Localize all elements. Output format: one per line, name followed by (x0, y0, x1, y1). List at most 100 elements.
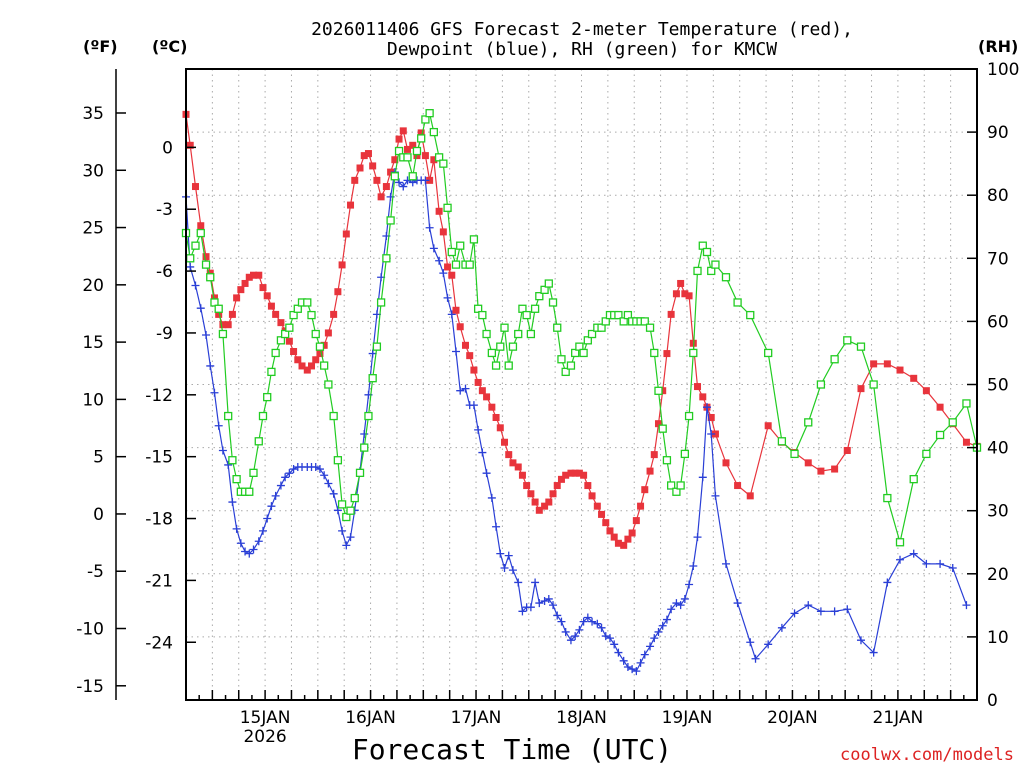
temperature-point (228, 310, 236, 318)
dewpoint-point (186, 262, 195, 271)
rh-point (311, 329, 320, 339)
temperature-point (452, 306, 460, 314)
rh-point (258, 411, 268, 421)
rh-point (342, 512, 351, 522)
rh-point (473, 304, 483, 313)
temperature-point (831, 465, 839, 473)
rh-point (191, 241, 200, 250)
temperature-point (663, 350, 671, 358)
temperature-point (694, 383, 702, 391)
rh-point (962, 399, 971, 408)
fahrenheit-tick-label: 0 (93, 505, 104, 525)
temperature-point (488, 403, 496, 411)
rh-point (777, 437, 787, 446)
dewpoint-point (777, 623, 786, 632)
dewpoint-point (896, 555, 905, 564)
fahrenheit-tick-label: 30 (82, 161, 104, 181)
rh-point (666, 481, 676, 490)
rh-point (650, 348, 659, 358)
credit-label: coolwx.com/models (840, 745, 1014, 765)
dewpoint-point (597, 623, 606, 632)
temperature-point (421, 152, 429, 160)
rh-point (439, 159, 448, 168)
dewpoint-point (311, 462, 320, 471)
temperature-point (557, 475, 565, 483)
temperature-point (197, 222, 205, 230)
chart-title-line-2: Dewpoint (blue), RH (green) for KMCW (387, 39, 777, 60)
dewpoint-point (566, 636, 575, 645)
dewpoint-point (360, 429, 369, 438)
dewpoint-point (632, 667, 641, 676)
celsius-tick-label: -9 (156, 324, 173, 344)
rh-point (214, 304, 223, 313)
temperature-point (267, 302, 275, 310)
temperature-point (466, 352, 474, 360)
dewpoint-point (588, 617, 597, 626)
rh-point (263, 392, 272, 402)
dewpoint-point (254, 537, 263, 546)
temperature-point (298, 362, 306, 370)
x-tick-label: 16JAN (345, 708, 396, 728)
rh-point (320, 361, 329, 370)
rh-point (451, 260, 461, 269)
gridlines (186, 69, 977, 700)
temperature-point (711, 430, 719, 438)
rh-point (382, 254, 391, 263)
rh-point (447, 247, 456, 257)
dewpoint-point (909, 549, 918, 558)
temperature-point (962, 438, 970, 446)
rh-point (504, 361, 513, 370)
rh-point (307, 310, 316, 320)
dewpoint-point (856, 636, 865, 645)
rh-point (280, 329, 290, 339)
fahrenheit-tick-label: 5 (93, 448, 104, 468)
rh-point (522, 310, 531, 320)
temperature-point (351, 176, 359, 184)
temperature-point (294, 356, 302, 364)
rh-tick-label: 50 (987, 376, 1009, 396)
dewpoint-point (469, 401, 478, 410)
dewpoint-point (531, 578, 540, 587)
temperature-point (356, 164, 364, 172)
rh-point (443, 203, 452, 212)
rh-point (496, 342, 505, 351)
rh-point (403, 153, 412, 162)
dewpoint-point (324, 479, 333, 488)
temperature-point (320, 341, 328, 349)
rh-point (514, 329, 523, 339)
dewpoint-series (182, 168, 971, 676)
rh-point (721, 273, 731, 282)
rh-point (883, 493, 892, 503)
x-tick-sublabel: 2026 (243, 727, 286, 747)
celsius-tick-label: -12 (145, 386, 173, 406)
dewpoint-point (605, 634, 614, 643)
dewpoint-point (258, 526, 267, 535)
dewpoint-point (610, 640, 619, 649)
temperature-point (541, 502, 549, 510)
temperature-point (245, 273, 253, 281)
dewpoint-point (429, 244, 438, 253)
dewpoint-point (654, 627, 663, 636)
temperature-point (677, 279, 685, 287)
dewpoint-point (816, 607, 825, 616)
rh-point (224, 411, 233, 421)
temperature-point (249, 271, 257, 279)
temperature-series (182, 110, 981, 549)
rh-point (412, 146, 422, 156)
dewpoint-point (703, 403, 712, 412)
rh-unit-label: (RH) (978, 37, 1018, 56)
rh-point (289, 310, 298, 320)
dewpoint-point (342, 541, 351, 550)
rh-point (355, 468, 365, 477)
dewpoint-point (575, 625, 584, 634)
temperature-point (277, 319, 285, 327)
rh-point (425, 109, 434, 118)
temperature-point (377, 193, 385, 201)
rh-point (684, 411, 694, 421)
rh-point (390, 172, 399, 181)
dewpoint-point (619, 656, 628, 665)
rh-point (329, 411, 338, 421)
temperature-point (598, 510, 606, 518)
rh-point (408, 172, 417, 181)
rh-point (804, 418, 813, 427)
